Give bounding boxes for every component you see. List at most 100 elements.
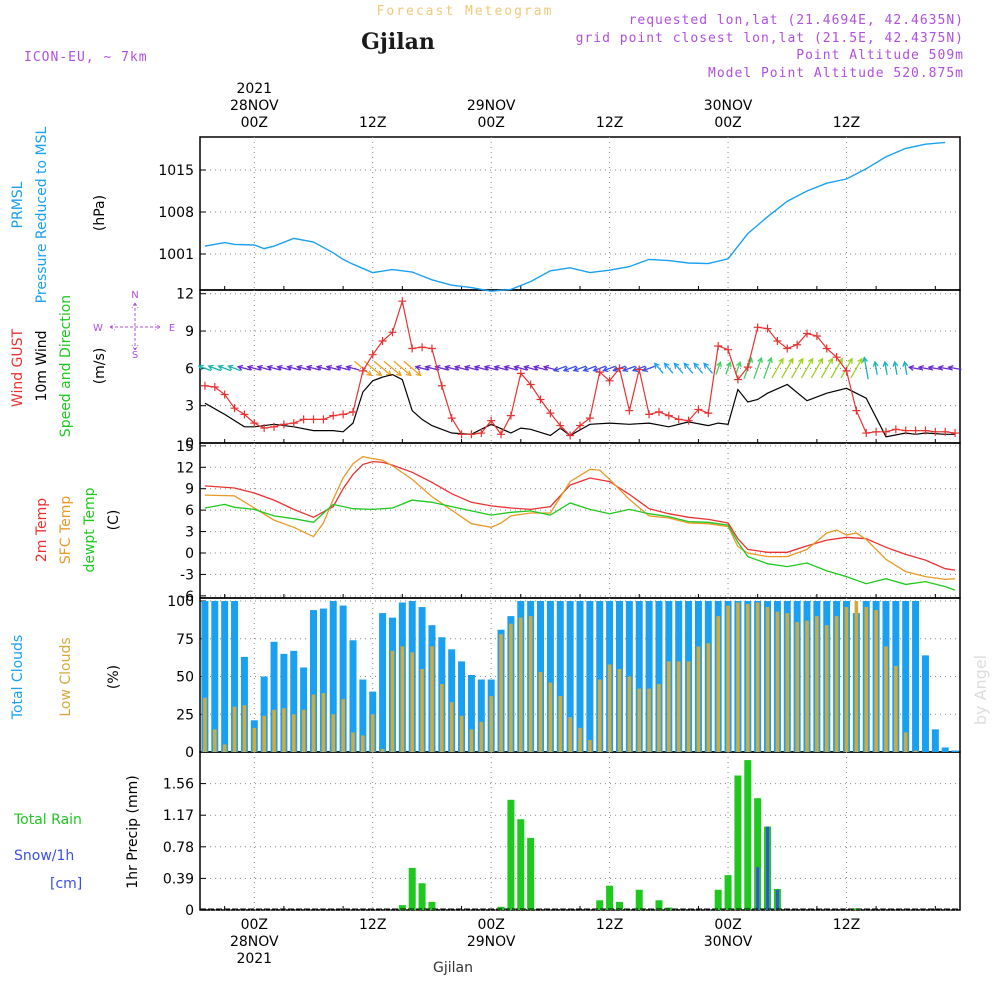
low-cloud-bar [213,729,217,752]
low-cloud-bar [558,696,563,752]
low-cloud-bar [331,714,336,752]
gust-marker [437,381,446,390]
precip-axis-label: 1hr Precip (mm) [125,775,141,888]
gust-marker [872,427,881,436]
top-time-label: 28NOV [230,98,279,114]
total-cloud-bar [477,679,485,752]
wind-direction-arrow [267,366,281,371]
wind-arrow-head [266,364,273,371]
wind-direction-arrow [820,358,833,379]
total-cloud-bar [546,601,554,752]
y-tick-label: 3 [185,525,194,541]
gust-marker [842,366,851,375]
gust-marker [911,426,920,435]
wind-arrow-head [592,366,599,372]
y-tick-label: 1008 [158,205,194,221]
gust-marker [467,430,476,439]
gust-marker [783,344,792,353]
wind-direction-arrow [918,366,932,371]
wind-arrow-head [798,357,804,364]
gust-marker [852,406,861,415]
gust-marker [743,363,752,372]
low-cloud-bar [479,721,484,752]
total-cloud-bar [655,601,663,752]
gust-marker [250,419,259,428]
gust-marker [358,366,367,375]
snow-bar [766,826,770,910]
wind-arrow-head [817,357,824,364]
gust-marker [724,345,733,354]
rain-bar [497,906,505,910]
y-tick-label: 50 [176,670,194,686]
snow-bar [756,867,760,910]
total-cloud-bar [349,640,357,752]
gust-marker [881,427,890,436]
wind-direction-arrow [791,358,804,379]
gust-marker [615,364,624,373]
wind-arrow-head [305,364,313,371]
gust-marker [773,337,782,345]
total-cloud-bar [902,601,910,752]
cloud-unit-label: (%) [106,665,122,689]
compass-north: N [131,290,138,301]
wind-arrow-head [532,364,540,371]
panel-frame [199,751,961,911]
gust-marker [951,429,960,438]
wind-direction-arrow [287,366,301,371]
wind-direction-arrow [683,362,694,374]
wind-arrow-head [673,362,680,369]
gust-marker [921,426,930,435]
wind-direction-arrow [863,357,869,380]
wind-arrow-head [325,364,332,371]
wind-arrow-head [653,362,660,369]
wind-direction-arrow [257,366,271,371]
wind-arrow-head [424,364,431,371]
total-cloud-bar [912,601,920,752]
wind-arrow-head [631,366,639,372]
gridpoint-coords: grid point closest lon,lat (21.5E, 42.43… [576,31,964,46]
wind-arrow-head [513,364,520,371]
wind-arrow-head [663,362,670,369]
gust-marker [240,410,249,419]
rain-bar [734,775,742,910]
total-cloud-bar [625,601,633,752]
total-cloud-bar [635,601,643,752]
wind-arrow-head [376,370,383,377]
wind-arrow-head [767,356,773,364]
wind-direction-arrow [763,357,772,379]
low-cloud-bar [518,617,523,752]
low-cloud-bar [607,664,612,752]
gust-marker [200,381,209,390]
wind-arrow-head [947,365,954,371]
low-cloud-bar [637,688,642,752]
total-cloud-bar [941,747,949,752]
gust-marker [319,415,328,424]
total-cloud-bar [329,601,337,752]
low-cloud-bar [509,623,513,752]
prmsl-label: PRMSL [10,181,26,228]
wind-arrow-head [345,364,352,371]
pressure-line [204,141,946,292]
low-cloud-bar [913,750,918,752]
low-cloud-bar [647,688,651,752]
wind-arrow-head [582,366,589,372]
wind-arrow-head [735,360,742,368]
gust-marker [220,390,229,399]
rain-bar [398,905,406,910]
wind-direction-arrow [218,365,232,372]
low-cloud-bar [874,610,878,752]
low-cloud-bar [370,714,375,752]
low-cloud-bar [815,616,819,752]
low-cloud-bar [440,684,444,752]
gust-marker [941,427,950,436]
wind-direction-arrow [504,366,518,371]
rain-bar [754,798,762,910]
wind-arrow-head [463,364,471,371]
bottom-time-label: 12Z [359,917,386,933]
wind-direction-arrow [373,360,392,376]
low-cloud-bar [795,622,799,752]
wind-arrow-head [197,364,204,371]
gust-marker [477,429,486,438]
sfc-temp-label: SFC Temp [58,496,74,565]
